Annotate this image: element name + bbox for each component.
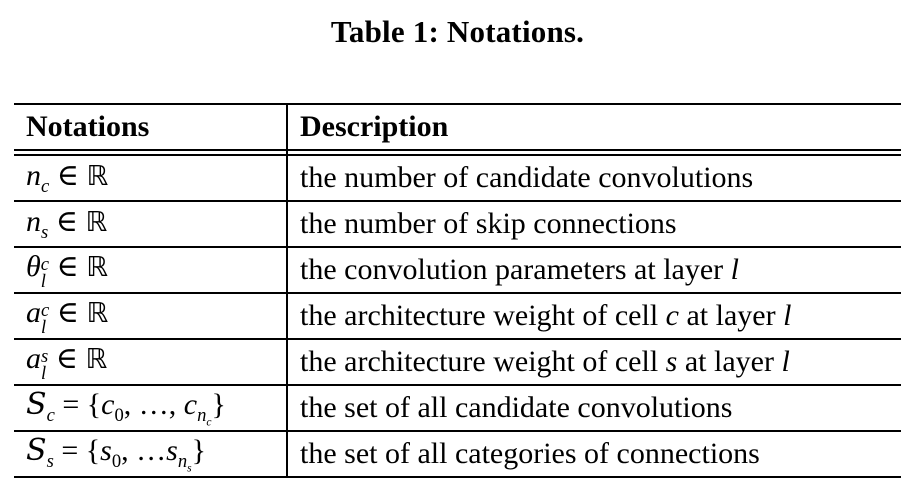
notations-table: Notations Description nc ∈ ℝ the number … xyxy=(14,103,901,478)
description-cell: the architecture weight of cell s at lay… xyxy=(287,339,901,386)
header-notations: Notations xyxy=(14,103,288,151)
description-var: l xyxy=(783,299,792,332)
description-text: the architecture weight of cell xyxy=(300,345,666,378)
table-row: ns ∈ ℝ the number of skip connections xyxy=(14,201,901,248)
header-gap xyxy=(14,150,901,156)
description-text: at layer xyxy=(678,299,784,332)
description-cell: the number of candidate convolutions xyxy=(287,155,901,202)
table-header-row: Notations Description xyxy=(14,103,901,151)
description-var: l xyxy=(730,253,740,286)
description-cell: the architecture weight of cell c at lay… xyxy=(287,293,901,340)
table-row: Sc = {c0, …, cnc} the set of all candida… xyxy=(14,385,901,432)
notation-cell: ns ∈ ℝ xyxy=(14,201,288,248)
description-cell: the set of all categories of connections xyxy=(287,431,901,478)
notation-cell: Ss = {s0, …sns} xyxy=(14,431,288,478)
table-caption: Table 1: Notations. xyxy=(330,14,585,49)
description-cell: the number of skip connections xyxy=(287,201,901,248)
notation-cell: Sc = {c0, …, cnc} xyxy=(14,385,288,432)
description-var: l xyxy=(781,345,790,378)
description-var: c xyxy=(665,299,679,332)
description-var: s xyxy=(665,345,678,378)
table-row: Ss = {s0, …sns} the set of all categorie… xyxy=(14,431,901,478)
description-cell: the convolution parameters at layer l xyxy=(287,247,901,294)
description-text: at layer xyxy=(677,345,782,378)
description-text: the convolution parameters at layer xyxy=(300,253,731,286)
description-cell: the set of all candidate convolutions xyxy=(287,385,901,432)
notation-cell: nc ∈ ℝ xyxy=(14,155,288,202)
header-description: Description xyxy=(287,103,901,151)
description-text: the architecture weight of cell xyxy=(300,299,666,332)
table-row: nc ∈ ℝ the number of candidate convoluti… xyxy=(14,155,901,202)
